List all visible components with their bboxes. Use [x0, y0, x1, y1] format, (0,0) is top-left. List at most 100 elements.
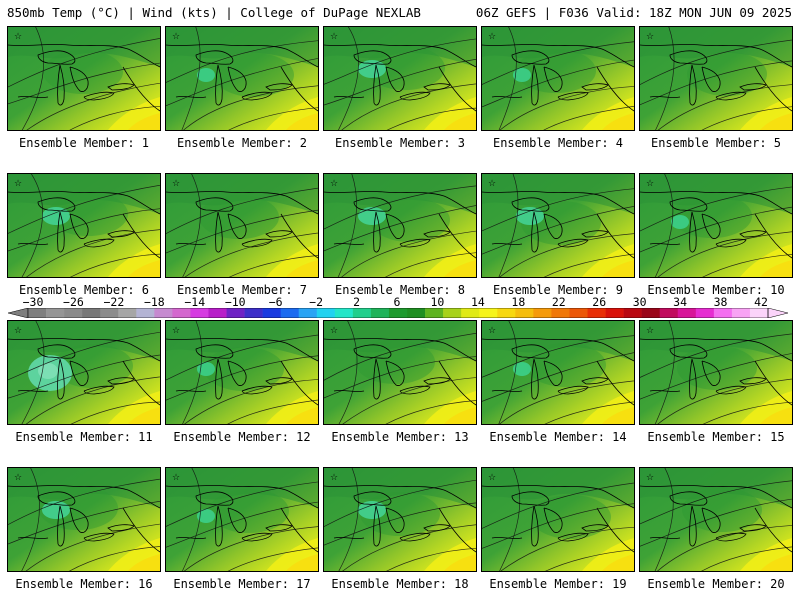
- ensemble-member-label: Ensemble Member: 6: [18, 283, 150, 297]
- colorbar-tick-label: −2: [309, 295, 324, 309]
- svg-text:☆: ☆: [14, 326, 22, 336]
- temperature-map: ☆: [640, 174, 792, 277]
- ensemble-member-label: Ensemble Member: 8: [334, 283, 466, 297]
- colorbar-tick-label: −22: [103, 295, 125, 309]
- colorbar-tick-label: 14: [470, 295, 485, 309]
- colorbar-swatch: [533, 308, 552, 318]
- colorbar-swatch: [623, 308, 642, 318]
- colorbar-swatch: [731, 308, 751, 318]
- colorbar-swatch: [659, 308, 679, 318]
- ensemble-member-label: Ensemble Member: 4: [492, 136, 624, 150]
- svg-text:☆: ☆: [646, 473, 654, 483]
- temperature-map: ☆: [640, 468, 792, 571]
- ensemble-member-label: Ensemble Member: 17: [173, 577, 311, 591]
- header-title: 850mb Temp (°C) | Wind (kts) | College o…: [7, 5, 421, 20]
- colorbar-swatch: [64, 308, 83, 318]
- colorbar-swatch: [208, 308, 227, 318]
- ensemble-member-map: ☆: [7, 467, 161, 572]
- temperature-map: ☆: [324, 174, 476, 277]
- ensemble-member-label: Ensemble Member: 7: [176, 283, 308, 297]
- temperature-colorbar: [8, 308, 788, 318]
- temperature-map: ☆: [166, 321, 318, 424]
- colorbar-tick-label: −10: [224, 295, 246, 309]
- ensemble-member-map: ☆: [639, 320, 793, 425]
- colorbar-swatch: [713, 308, 733, 318]
- colorbar-swatch: [118, 308, 137, 318]
- ensemble-member-map: ☆: [323, 320, 477, 425]
- colorbar-swatch: [28, 308, 47, 318]
- colorbar-tick-label: 30: [632, 295, 647, 309]
- colorbar-tick-label: 10: [430, 295, 445, 309]
- svg-text:☆: ☆: [330, 473, 338, 483]
- colorbar-tick-label: −14: [184, 295, 206, 309]
- ensemble-member-label: Ensemble Member: 13: [331, 430, 469, 444]
- ensemble-member-label: Ensemble Member: 16: [15, 577, 153, 591]
- colorbar-max-arrow: [767, 308, 788, 318]
- colorbar-swatch: [605, 308, 624, 318]
- colorbar-tick-label: 42: [754, 295, 768, 309]
- temperature-map: ☆: [324, 27, 476, 130]
- temperature-map: ☆: [482, 321, 634, 424]
- ensemble-member-label: Ensemble Member: 10: [647, 283, 785, 297]
- ensemble-member-map: ☆: [481, 173, 635, 278]
- colorbar-swatch: [479, 308, 498, 318]
- svg-text:☆: ☆: [488, 326, 496, 336]
- colorbar-swatch: [280, 308, 300, 318]
- colorbar-swatch: [316, 308, 336, 318]
- colorbar-swatch: [695, 308, 715, 318]
- ensemble-member-map: ☆: [639, 173, 793, 278]
- colorbar-swatch: [749, 308, 769, 318]
- ensemble-member-label: Ensemble Member: 9: [492, 283, 624, 297]
- colorbar-swatch: [515, 308, 534, 318]
- temperature-map: ☆: [640, 321, 792, 424]
- ensemble-member-map: ☆: [165, 26, 319, 131]
- colorbar-swatch: [569, 308, 588, 318]
- colorbar-tick-label: 6: [393, 295, 401, 309]
- colorbar-swatch: [100, 308, 119, 318]
- colorbar-swatch: [190, 308, 209, 318]
- ensemble-member-map: ☆: [7, 173, 161, 278]
- temperature-map: ☆: [8, 321, 160, 424]
- temperature-map: ☆: [8, 27, 160, 130]
- colorbar-swatch: [497, 308, 516, 318]
- ensemble-member-label: Ensemble Member: 19: [489, 577, 627, 591]
- ensemble-member-map: ☆: [165, 173, 319, 278]
- temperature-map: ☆: [166, 27, 318, 130]
- ensemble-member-label: Ensemble Member: 11: [15, 430, 153, 444]
- ensemble-member-map: ☆: [481, 467, 635, 572]
- svg-text:☆: ☆: [330, 32, 338, 42]
- ensemble-member-map: ☆: [323, 26, 477, 131]
- colorbar-tick-label: −30: [22, 295, 44, 309]
- ensemble-member-map: ☆: [323, 173, 477, 278]
- colorbar-swatch: [226, 308, 245, 318]
- ensemble-member-map: ☆: [7, 320, 161, 425]
- ensemble-member-label: Ensemble Member: 18: [331, 577, 469, 591]
- colorbar-tick-label: −26: [63, 295, 84, 309]
- svg-text:☆: ☆: [646, 179, 654, 189]
- ensemble-member-map: ☆: [323, 467, 477, 572]
- colorbar-swatch: [334, 308, 354, 318]
- svg-text:☆: ☆: [488, 473, 496, 483]
- colorbar-swatch: [262, 308, 281, 318]
- ensemble-member-label: Ensemble Member: 2: [176, 136, 308, 150]
- ensemble-member-label: Ensemble Member: 5: [650, 136, 782, 150]
- svg-text:☆: ☆: [172, 32, 180, 42]
- ensemble-member-map: ☆: [7, 26, 161, 131]
- colorbar-tick-label: 34: [673, 295, 688, 309]
- header-run-info: 06Z GEFS | F036 Valid: 18Z MON JUN 09 20…: [475, 5, 792, 20]
- colorbar-swatch: [587, 308, 606, 318]
- svg-text:☆: ☆: [172, 473, 180, 483]
- colorbar-swatch: [172, 308, 191, 318]
- colorbar-tick-label: 26: [592, 295, 607, 309]
- svg-text:☆: ☆: [330, 326, 338, 336]
- temperature-map: ☆: [166, 174, 318, 277]
- colorbar-swatch: [443, 308, 462, 318]
- ensemble-member-map: ☆: [165, 467, 319, 572]
- colorbar-swatch: [298, 308, 318, 318]
- temperature-map: ☆: [324, 321, 476, 424]
- colorbar-swatch: [388, 308, 408, 318]
- colorbar-tick-label: 2: [353, 295, 361, 309]
- colorbar-swatch: [46, 308, 65, 318]
- ensemble-member-map: ☆: [481, 320, 635, 425]
- colorbar-swatch: [425, 308, 444, 318]
